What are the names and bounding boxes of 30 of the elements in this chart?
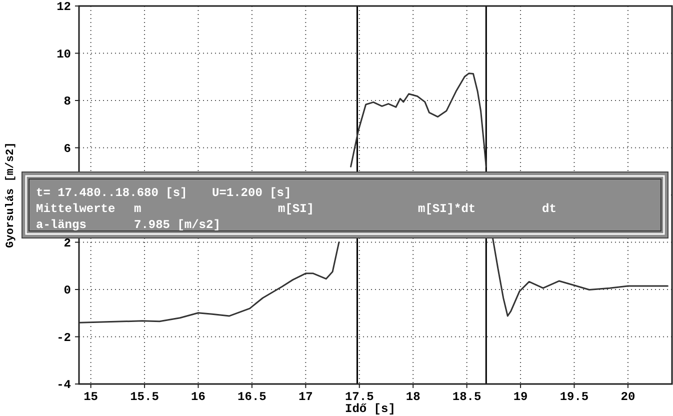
y-axis-title: Gyorsulás [m/s2] bbox=[5, 142, 17, 248]
annotation: t= 17.480..18.680 [s] bbox=[36, 186, 188, 200]
annotation: m[SI] bbox=[278, 202, 314, 216]
annotation: Mittelwerte bbox=[36, 202, 116, 216]
x-tick-label: 15.5 bbox=[130, 390, 159, 404]
x-tick-label: 16 bbox=[191, 390, 206, 404]
x-tick-label: 17.5 bbox=[344, 390, 374, 404]
annotation: 7.985 [m/s2] bbox=[134, 218, 220, 232]
annotation: m[SI]*dt bbox=[418, 202, 476, 216]
x-tick-label: 19.5 bbox=[560, 390, 589, 404]
x-tick-label: 19 bbox=[513, 390, 528, 404]
y-tick-label: 6 bbox=[64, 142, 71, 156]
annotation: m bbox=[134, 202, 142, 216]
y-tick-label: 2 bbox=[64, 236, 71, 250]
x-tick-label: 18 bbox=[406, 390, 420, 404]
y-tick-label: 12 bbox=[56, 0, 71, 14]
x-tick-label: 17 bbox=[298, 390, 313, 404]
y-tick-label: -4 bbox=[56, 378, 71, 392]
annotation: U=1.200 [s] bbox=[212, 186, 292, 200]
x-tick-label: 18.5 bbox=[452, 390, 482, 404]
y-tick-label: 0 bbox=[64, 284, 71, 298]
x-tick-label: 16.5 bbox=[238, 390, 266, 404]
x-axis-title: Idő [s] bbox=[345, 402, 396, 416]
y-tick-label: -2 bbox=[56, 330, 71, 345]
x-tick-label: 15 bbox=[84, 390, 98, 404]
annotation: dt bbox=[542, 202, 556, 216]
y-tick-label: 8 bbox=[64, 94, 71, 108]
x-tick-label: 20 bbox=[620, 390, 636, 404]
annotation: a-längs bbox=[36, 218, 86, 232]
y-tick-label: 10 bbox=[56, 47, 71, 62]
